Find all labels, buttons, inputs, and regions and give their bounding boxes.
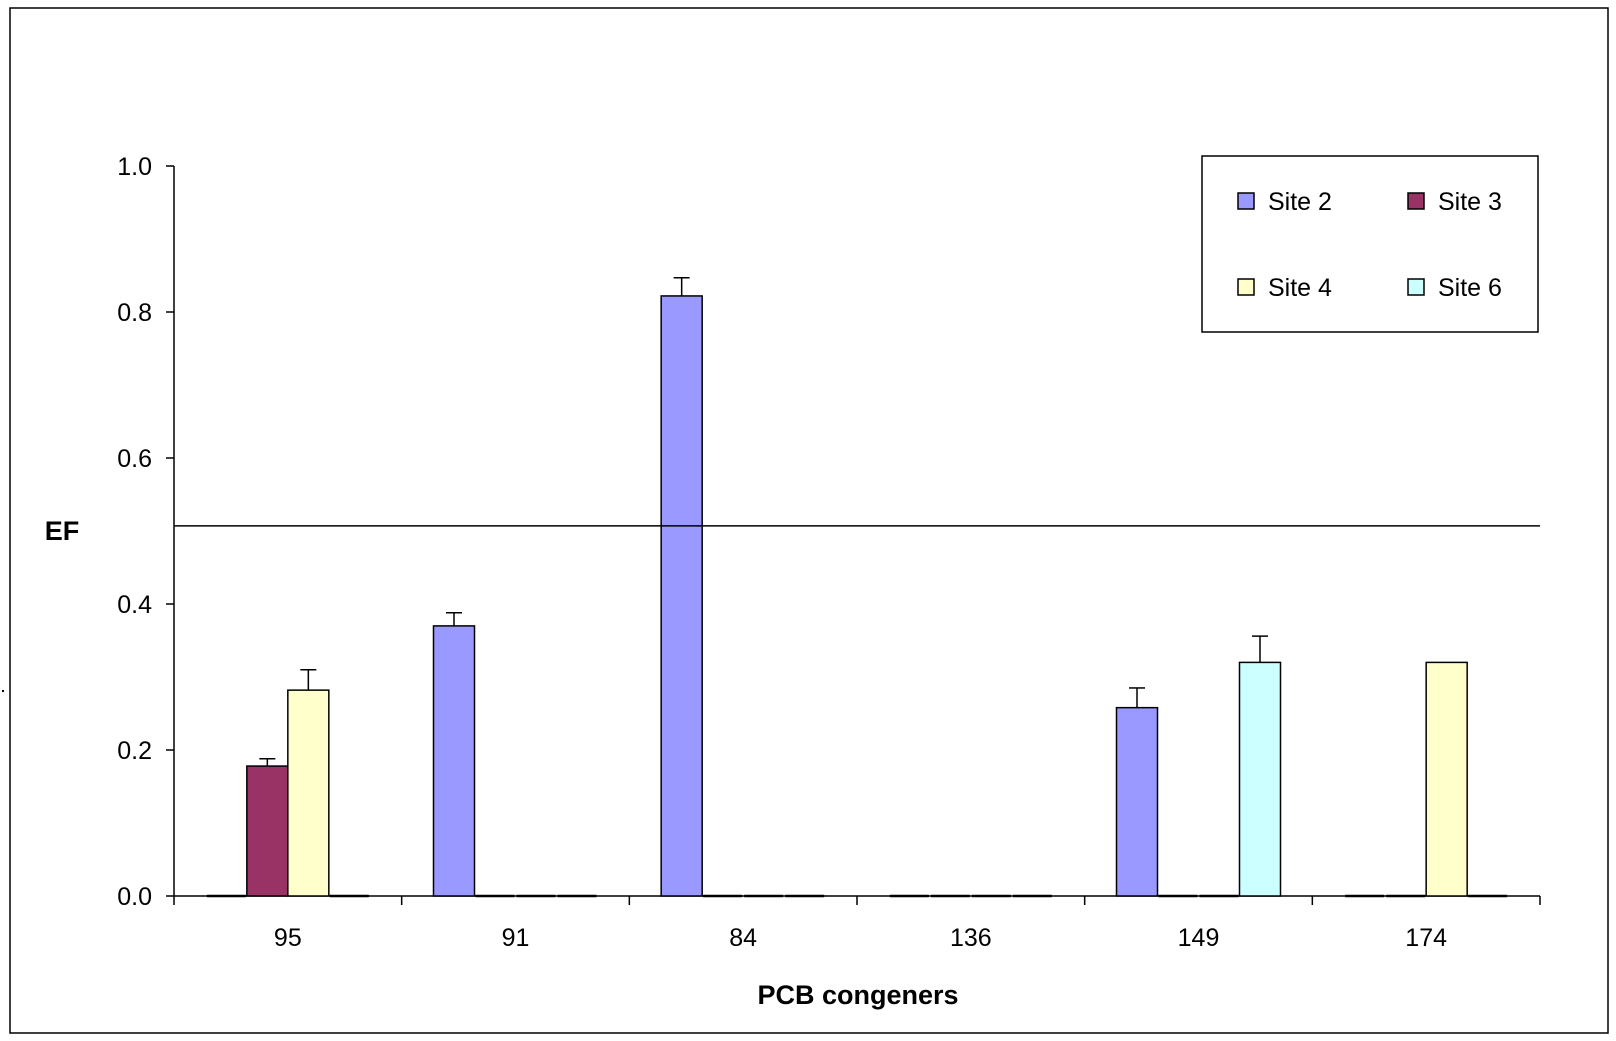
bar [287, 689, 330, 897]
plot-area: 0.0 0.2 0.4 0.6 0.8 1.0 95 91 84 136 149 174 [117, 153, 1541, 952]
x-tick-label: 95 [274, 924, 302, 952]
y-tick-label: 0.2 [117, 737, 152, 765]
legend-label: Site 3 [1438, 188, 1502, 216]
legend-label: Site 6 [1438, 274, 1502, 302]
bar [660, 295, 703, 897]
x-axis-title: PCB congeners [757, 980, 958, 1010]
y-tick-label: 0.0 [117, 883, 152, 911]
x-tick-label: 91 [502, 924, 530, 952]
x-tick-label: 149 [1178, 924, 1220, 952]
x-tick-label: 174 [1405, 924, 1447, 952]
bar [246, 765, 289, 897]
legend: Site 2 Site 3 Site 4 Site 6 [1201, 155, 1539, 333]
legend-label: Site 4 [1268, 274, 1332, 302]
y-axis-title: EF [45, 516, 80, 546]
legend-box [1201, 155, 1539, 333]
legend-swatch [1407, 192, 1425, 210]
x-tick-label: 84 [729, 924, 757, 952]
y-tick-label: 0.4 [117, 591, 152, 619]
legend-swatch [1237, 192, 1255, 210]
y-tick-label: 0.6 [117, 445, 152, 473]
x-tick-label: 136 [950, 924, 992, 952]
legend-swatch [1407, 278, 1425, 296]
legend-swatch [1237, 278, 1255, 296]
legend-label: Site 2 [1268, 188, 1332, 216]
bar [1115, 706, 1159, 897]
frame-dot [2, 690, 4, 692]
y-tick-label: 1.0 [117, 153, 152, 181]
bar [1425, 661, 1468, 897]
bar [432, 625, 476, 897]
bar [1238, 661, 1282, 897]
y-tick-label: 0.8 [117, 299, 152, 327]
